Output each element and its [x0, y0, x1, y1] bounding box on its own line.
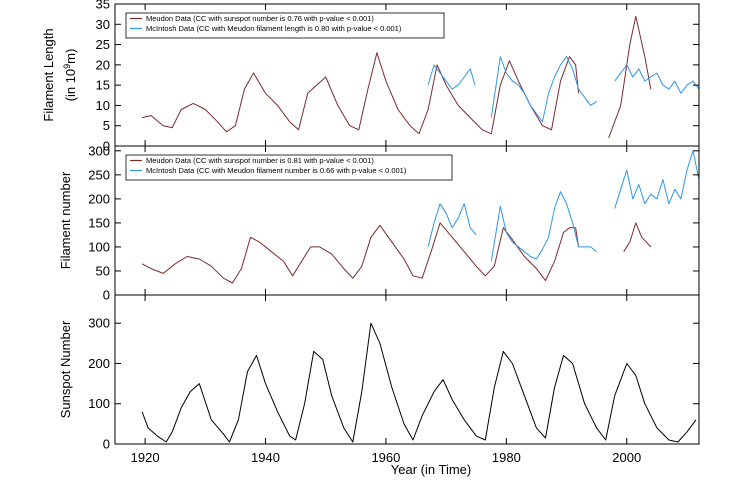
panel-3-ytick-label: 0: [103, 437, 110, 452]
panel-1-series-2-line: [427, 56, 700, 123]
panels: 0 5 10 15 20 25 30 35 Filament Length (in 109m) Me…: [41, 0, 700, 465]
panel-1-ytick-label: 15: [96, 78, 110, 93]
panel-2-ytick-label: 200: [88, 191, 110, 206]
panel-1-legend-label-1: Meudon Data (CC with sunspot number is 0…: [146, 14, 374, 23]
panel-1-ytick-label: 25: [96, 37, 110, 52]
panel-1-series-1-line: [141, 15, 652, 139]
panel-3-ylabel: Sunspot Number: [58, 320, 73, 418]
panel-1-ytick-label: 20: [96, 57, 110, 72]
x-axis-title: Year (in Time): [391, 462, 471, 477]
panel-3-ytick-label: 200: [88, 356, 110, 371]
ylabel-unit-suffix: m): [63, 49, 78, 64]
x-tick-label: 1920: [131, 450, 160, 465]
panel-3-ytick-label: 100: [88, 396, 110, 411]
panel-1-ylabel-line2: (in 109m): [62, 49, 78, 102]
panel-1-ytick-label: 0: [103, 139, 110, 154]
panel-1-ytick-label: 35: [96, 0, 110, 12]
panel-2-legend-box: [125, 154, 453, 181]
panel-1-ylabel-line1: Filament Length: [41, 28, 56, 121]
x-tick-label: 1940: [251, 450, 280, 465]
panel-1: 0 5 10 15 20 25 30 35 Filament Length (in 109m) Me…: [41, 0, 700, 154]
panel-3-ytick-label: 300: [88, 316, 110, 331]
panel-2-ytick-label: 0: [103, 288, 110, 303]
panel-2-ytick-label: 250: [88, 167, 110, 182]
panel-2-ytick-label: 300: [88, 143, 110, 158]
panel-1-ytick-label: 10: [96, 98, 110, 113]
panel-1-ytick-label: 5: [103, 118, 110, 133]
panel-1-legend-label-2: McIntosh Data (CC with Meudon filament l…: [146, 24, 402, 33]
panel-3-series-1-line: [141, 322, 697, 443]
panel-3: 0 100 200 300 Sunspot Number: [58, 294, 700, 452]
x-tick-label: 1960: [371, 450, 400, 465]
panel-2-ytick-label: 150: [88, 215, 110, 230]
panel-2-ytick-label: 100: [88, 239, 110, 254]
panel-2-ytick-label: 50: [96, 263, 110, 278]
panel-2: 0 50 100 150 200 250 300 Filament number Meudon …: [58, 143, 700, 303]
panel-2-ylabel: Filament number: [58, 171, 73, 269]
ylabel-unit-prefix: (in 10: [63, 69, 78, 102]
panel-3-frame: [114, 294, 700, 445]
x-tick-label: 1980: [492, 450, 521, 465]
panel-2-legend-label-1: Meudon Data (CC with sunspot number is 0…: [146, 156, 374, 165]
panel-2-series-2-line: [427, 150, 700, 262]
panel-1-ytick-label: 30: [96, 17, 110, 32]
panel-2-series-1-line: [141, 222, 652, 284]
panel-1-legend-box: [125, 12, 445, 39]
ylabel-unit-exponent: 9: [62, 64, 72, 69]
x-tick-label: 2000: [612, 450, 641, 465]
panel-2-legend-label-2: McIntosh Data (CC with Meudon filament n…: [146, 166, 407, 175]
